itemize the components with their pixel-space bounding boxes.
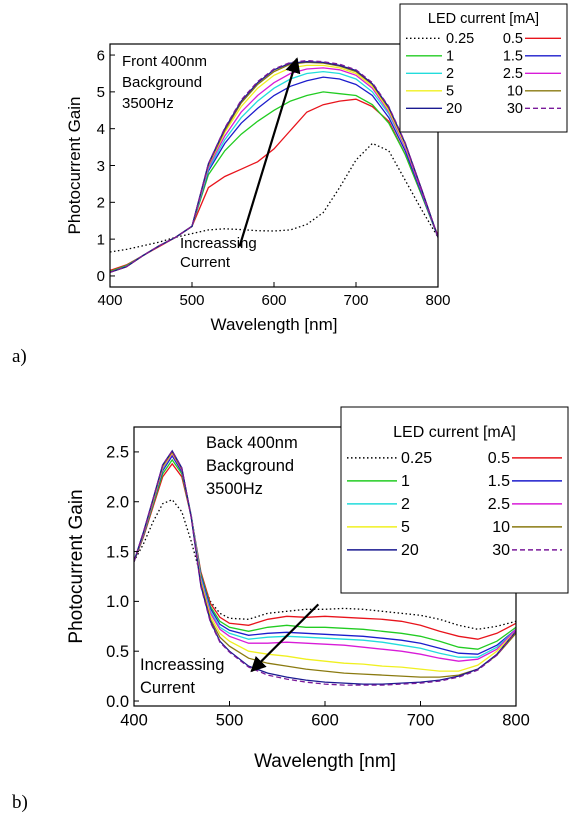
x-tick-label: 800 (502, 712, 530, 730)
series-group (134, 449, 516, 686)
legend-label: 0.25 (401, 450, 432, 467)
y-axis-label: Photocurrent Gain (65, 97, 84, 235)
series-line-1 (134, 458, 516, 650)
legend-box (340, 406, 569, 594)
legend-label: 5 (446, 84, 454, 100)
condition-annotation: Background (122, 74, 202, 91)
arrow-label: Current (180, 254, 231, 271)
series-line-20 (110, 61, 438, 273)
legend-title: LED current [mA] (393, 424, 516, 441)
legend-label: 1 (401, 473, 410, 490)
legend-label: 30 (507, 101, 523, 117)
arrow-label: Increassing (140, 656, 224, 674)
legend-label: 2 (446, 66, 454, 82)
condition-annotation: 3500Hz (122, 95, 174, 112)
series-line-10 (110, 61, 438, 273)
arrow-label: Current (140, 679, 195, 697)
arrow-label: Increassing (180, 235, 257, 252)
condition-annotation: Back 400nm (206, 434, 298, 452)
y-tick-label: 6 (97, 47, 105, 64)
series-line-0_5 (110, 98, 438, 272)
x-tick-label: 600 (261, 292, 286, 309)
legend-label: 1.5 (488, 473, 510, 490)
legend-label: 1.5 (503, 49, 523, 65)
legend-label: 10 (492, 519, 510, 536)
y-tick-label: 2.0 (106, 494, 129, 512)
y-tick-label: 1.0 (106, 593, 129, 611)
legend-label: 2.5 (488, 496, 510, 513)
condition-annotation: Background (206, 457, 294, 475)
legend-label: 0.25 (446, 31, 474, 47)
x-tick-label: 600 (311, 712, 339, 730)
x-tick-label: 500 (179, 292, 204, 309)
y-axis-label: Photocurrent Gain (66, 489, 87, 643)
trend-arrow (250, 603, 320, 673)
legend-label: 30 (492, 542, 510, 559)
y-tick-label: 0.0 (106, 693, 129, 711)
trend-arrow (238, 57, 301, 247)
condition-annotation: Front 400nm (122, 53, 207, 70)
panel-label-a: a) (12, 346, 27, 367)
chart-panel-b: 400 500 600 700 800 0.0 0.5 1.0 1.5 2.0 2.5 Wavelen… (66, 406, 569, 772)
legend-label: 20 (446, 101, 462, 117)
legend-label: 2.5 (503, 66, 523, 82)
x-axis-label: Wavelength [nm] (254, 751, 396, 772)
series-line-0_5 (134, 462, 516, 640)
legend-label: 5 (401, 519, 410, 536)
x-tick-label: 700 (407, 712, 435, 730)
x-tick-label: 800 (425, 292, 450, 309)
legend-label: 2 (401, 496, 410, 513)
y-tick-label: 5 (97, 84, 105, 101)
y-tick-label: 0 (97, 268, 105, 285)
y-tick-label: 1.5 (106, 543, 129, 561)
y-tick-label: 2 (97, 195, 105, 212)
series-line-0_25 (110, 142, 438, 253)
series-line-30 (134, 449, 516, 686)
series-line-0_25 (134, 498, 516, 630)
legend-label: 20 (401, 542, 419, 559)
y-tick-label: 0.5 (106, 643, 129, 661)
legend-label: 1 (446, 49, 454, 65)
series-line-1_5 (134, 454, 516, 655)
legend-label: 10 (507, 84, 523, 100)
legend-title: LED current [mA] (428, 11, 539, 27)
series-line-30 (110, 59, 438, 273)
legend-label: 0.5 (503, 31, 523, 47)
x-tick-label: 400 (120, 712, 148, 730)
x-tick-label: 400 (97, 292, 122, 309)
x-tick-label: 500 (216, 712, 244, 730)
legend: LED current [mA] 0.25 0.5 1 1.5 2 2.5 5 10 20 30 (340, 406, 569, 594)
y-tick-label: 2.5 (106, 444, 129, 462)
legend-box (399, 3, 568, 133)
y-tick-label: 3 (97, 158, 105, 175)
panel-label-b: b) (12, 792, 28, 813)
y-tick-label: 1 (97, 231, 105, 248)
condition-annotation: 3500Hz (206, 480, 263, 498)
series-group (110, 59, 438, 273)
y-tick-label: 4 (97, 121, 105, 138)
x-tick-label: 700 (343, 292, 368, 309)
x-axis-label: Wavelength [nm] (211, 315, 338, 334)
legend-label: 0.5 (488, 450, 510, 467)
legend: LED current [mA] 0.25 0.5 1 1.5 2 2.5 5 10 20 30 (399, 3, 568, 133)
